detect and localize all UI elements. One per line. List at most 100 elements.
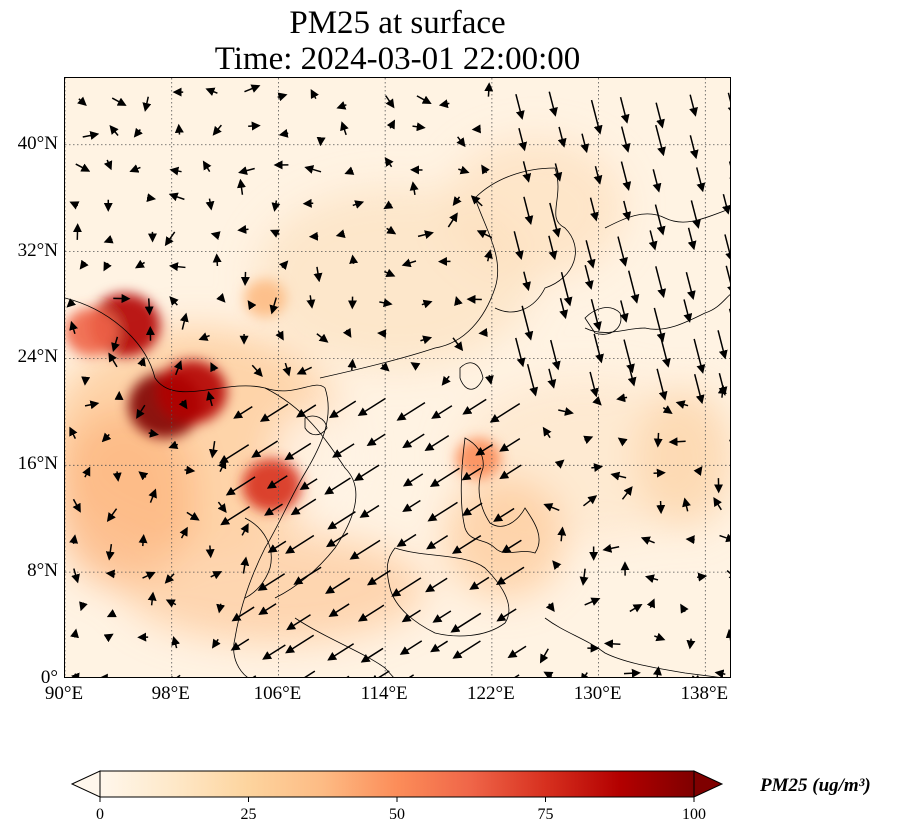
wind-arrow <box>148 488 157 503</box>
wind-arrow <box>426 535 449 550</box>
wind-arrow <box>105 544 115 561</box>
wind-arrow <box>548 235 558 261</box>
wind-arrow <box>237 224 249 234</box>
wind-arrow <box>655 124 666 157</box>
wind-arrow <box>558 407 574 416</box>
wind-arrow <box>164 231 176 247</box>
wind-arrow <box>103 234 114 244</box>
wind-vectors <box>66 82 730 677</box>
wind-arrow <box>282 362 292 377</box>
wind-arrow <box>344 166 355 175</box>
wind-arrow <box>399 640 423 655</box>
wind-arrow <box>82 131 100 140</box>
wind-arrow <box>332 443 355 458</box>
wind-arrow <box>384 156 394 168</box>
wind-arrow <box>75 163 91 172</box>
map-panel <box>64 77 731 678</box>
wind-arrow <box>640 536 655 545</box>
pm25-hotspot <box>156 360 227 424</box>
wind-arrow <box>603 639 621 649</box>
wind-arrow <box>553 163 563 182</box>
wind-arrow <box>171 636 181 649</box>
wind-arrow <box>719 533 730 543</box>
wind-arrow <box>269 229 280 238</box>
map-title: PM25 at surface <box>289 5 506 41</box>
wind-arrow <box>386 119 396 130</box>
wind-arrow <box>69 201 80 210</box>
wind-arrow <box>549 339 561 371</box>
wind-arrow <box>168 192 185 202</box>
wind-arrow <box>103 159 113 171</box>
wind-arrow <box>277 92 288 102</box>
wind-arrow <box>103 633 114 643</box>
wind-arrow <box>521 305 534 341</box>
wind-arrow <box>257 573 286 591</box>
wind-arrow <box>717 330 728 360</box>
wind-arrow <box>452 337 464 352</box>
colorbar-tick-label: 0 <box>96 806 104 823</box>
wind-arrow <box>352 200 365 209</box>
wind-arrow <box>725 628 730 641</box>
wind-arrow <box>450 612 482 633</box>
wind-arrow <box>357 397 386 417</box>
wind-arrow <box>526 363 539 397</box>
colorbar-tick-label: 75 <box>537 806 554 823</box>
pm25-map <box>65 78 730 677</box>
wind-arrow <box>205 545 215 559</box>
wind-arrow <box>109 125 119 136</box>
wind-arrow <box>168 440 179 450</box>
wind-arrow <box>461 467 482 481</box>
wind-arrow <box>396 533 417 547</box>
wind-arrow <box>417 230 434 239</box>
latitude-tick-label: 0° <box>40 667 58 688</box>
wind-arrow <box>617 437 628 447</box>
wind-arrow <box>580 133 590 154</box>
wind-arrow <box>727 92 730 116</box>
wind-arrow <box>379 298 393 308</box>
wind-arrow <box>327 511 356 530</box>
wind-arrow <box>72 498 81 513</box>
wind-arrow <box>623 339 635 374</box>
wind-arrow <box>430 640 449 653</box>
wind-arrow <box>286 614 311 631</box>
wind-arrow <box>278 260 289 271</box>
wind-arrow <box>169 262 186 272</box>
wind-arrow <box>675 400 689 409</box>
wind-arrow <box>71 568 80 584</box>
wind-arrow <box>186 511 200 521</box>
wind-arrow <box>313 266 323 283</box>
wind-arrow <box>432 610 452 623</box>
wind-arrow <box>342 327 352 338</box>
wind-arrow <box>717 384 727 398</box>
wind-arrow <box>205 87 218 96</box>
wind-arrow <box>427 501 458 522</box>
wind-arrow <box>410 362 421 371</box>
wind-arrow <box>340 121 349 136</box>
longitude-tick-label: 122°E <box>467 683 515 704</box>
wind-arrow <box>335 229 346 239</box>
wind-arrow <box>148 428 159 438</box>
wind-arrow <box>654 632 666 642</box>
wind-arrow <box>173 360 183 376</box>
wind-arrow <box>662 405 673 415</box>
wind-arrow <box>620 161 632 191</box>
longitude-tick-label: 98°E <box>151 683 190 704</box>
wind-arrow <box>499 437 521 452</box>
wind-arrow <box>184 465 196 475</box>
wind-arrow <box>713 497 722 511</box>
wind-arrow <box>369 670 390 677</box>
wind-arrow <box>592 396 602 406</box>
wind-arrow <box>165 599 177 608</box>
wind-arrow <box>475 443 494 456</box>
wind-arrow <box>620 126 631 153</box>
wind-arrow <box>583 495 598 507</box>
wind-arrow <box>722 194 730 215</box>
wind-arrow <box>593 333 604 364</box>
wind-arrow <box>591 463 604 472</box>
latitude-tick-label: 24°N <box>17 346 58 368</box>
longitude-tick-label: 106°E <box>253 683 302 704</box>
wind-arrow <box>696 572 708 582</box>
pm25-hotspot <box>455 438 502 479</box>
wind-arrow <box>285 634 315 654</box>
wind-arrow <box>557 126 567 148</box>
